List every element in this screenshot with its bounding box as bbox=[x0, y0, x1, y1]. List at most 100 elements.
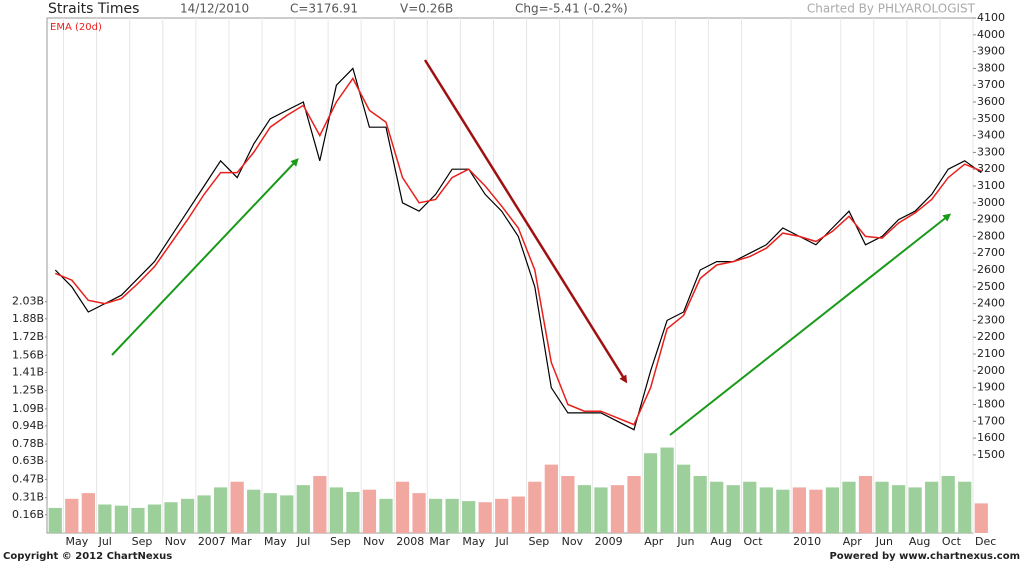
volume-bar bbox=[693, 476, 707, 533]
volume-bar bbox=[908, 487, 922, 533]
header-close: C=3176.91 bbox=[290, 2, 358, 16]
x-tick-label: 2010 bbox=[793, 535, 821, 548]
volume-bar bbox=[941, 476, 955, 533]
volume-bar bbox=[48, 507, 62, 533]
volume-bar bbox=[263, 493, 277, 533]
y-tick-label: 3200 bbox=[977, 162, 1005, 175]
volume-tick-label: 1.72B bbox=[12, 330, 44, 343]
volume-bar bbox=[379, 498, 393, 533]
chart-title: Straits Times bbox=[48, 1, 139, 17]
volume-bar bbox=[428, 498, 443, 533]
volume-bar bbox=[114, 505, 129, 533]
y-tick-label: 2900 bbox=[977, 213, 1005, 226]
volume-bar bbox=[495, 498, 509, 533]
y-tick-label: 4100 bbox=[977, 11, 1005, 24]
volume-bar bbox=[776, 489, 790, 533]
volume-bar bbox=[511, 496, 525, 533]
volume-bar bbox=[147, 504, 162, 533]
x-tick-label: Apr bbox=[644, 535, 664, 548]
volume-bar bbox=[792, 487, 806, 533]
volume-bar bbox=[98, 504, 112, 533]
volume-bar bbox=[329, 487, 343, 533]
y-tick-label: 3000 bbox=[977, 196, 1005, 209]
volume-bar bbox=[528, 481, 542, 533]
volume-tick-label: 0.31B bbox=[12, 491, 44, 504]
volume-bar bbox=[660, 447, 674, 533]
ema-line bbox=[55, 77, 982, 426]
x-tick-label: 2007 bbox=[198, 535, 226, 548]
y-tick-label: 2400 bbox=[977, 297, 1005, 310]
x-tick-label: 2009 bbox=[595, 535, 623, 548]
volume-bar bbox=[544, 464, 558, 533]
volume-bar bbox=[164, 502, 178, 533]
volume-tick-label: 0.16B bbox=[12, 508, 44, 521]
x-tick-label: Mar bbox=[231, 535, 252, 548]
volume-bar bbox=[643, 453, 658, 533]
up-arrow bbox=[111, 158, 299, 356]
x-tick-label: Jun bbox=[676, 535, 694, 548]
x-tick-label: Oct bbox=[744, 535, 764, 548]
y-tick-label: 3800 bbox=[977, 61, 1005, 74]
header-date: 14/12/2010 bbox=[180, 2, 249, 16]
volume-bar bbox=[65, 498, 79, 533]
volume-bar bbox=[197, 495, 211, 533]
y-tick-label: 2300 bbox=[977, 313, 1005, 326]
volume-bar bbox=[478, 502, 492, 533]
volume-bar bbox=[875, 481, 889, 533]
volume-bar bbox=[677, 464, 691, 533]
volume-bar bbox=[743, 481, 757, 533]
y-tick-label: 2700 bbox=[977, 246, 1005, 259]
x-tick-label: Apr bbox=[843, 535, 863, 548]
down-arrow bbox=[423, 59, 628, 384]
volume-bar bbox=[858, 476, 873, 533]
y-tick-label: 2600 bbox=[977, 263, 1005, 276]
y-tick-label: 1800 bbox=[977, 397, 1005, 410]
volume-tick-label: 1.88B bbox=[12, 312, 44, 325]
volume-bar bbox=[710, 481, 724, 533]
volume-bar bbox=[230, 481, 244, 533]
y-tick-label: 2100 bbox=[977, 347, 1005, 360]
volume-bar bbox=[842, 481, 856, 533]
x-tick-label: May bbox=[462, 535, 485, 548]
volume-bar bbox=[412, 493, 426, 533]
volume-bar bbox=[346, 491, 360, 533]
y-tick-label: 2000 bbox=[977, 364, 1005, 377]
x-tick-label: Jul bbox=[98, 535, 112, 548]
volume-bar bbox=[925, 481, 939, 533]
volume-tick-label: 1.09B bbox=[12, 402, 44, 415]
x-tick-label: May bbox=[264, 535, 287, 548]
lines bbox=[54, 67, 982, 431]
volume-bar bbox=[445, 498, 459, 533]
volume-bar bbox=[891, 485, 906, 533]
volume-bar bbox=[577, 485, 592, 533]
volume-tick-label: 0.78B bbox=[12, 437, 44, 450]
x-tick-label: Sep bbox=[132, 535, 153, 548]
volume-bar bbox=[362, 489, 377, 533]
volume-bar bbox=[247, 489, 261, 533]
volume-bar bbox=[81, 493, 95, 533]
footer-left: Copyright © 2012 ChartNexus bbox=[3, 551, 172, 562]
volume-bar bbox=[462, 501, 476, 533]
volume-bar bbox=[395, 481, 410, 533]
y-tick-label: 1700 bbox=[977, 414, 1005, 427]
y-tick-label: 3500 bbox=[977, 112, 1005, 125]
header-change: Chg=-5.41 (-0.2%) bbox=[515, 2, 628, 16]
volume-bar bbox=[958, 481, 972, 533]
y-tick-label: 1600 bbox=[977, 431, 1005, 444]
volume-bar bbox=[180, 498, 195, 533]
x-tick-label: Sep bbox=[330, 535, 351, 548]
y-tick-label: 1500 bbox=[977, 448, 1005, 461]
volume-bar bbox=[561, 476, 575, 533]
volume-bar bbox=[974, 503, 988, 533]
x-tick-label: Mar bbox=[429, 535, 450, 548]
y-tick-label: 3400 bbox=[977, 129, 1005, 142]
y-tick-label: 3300 bbox=[977, 145, 1005, 158]
volume-tick-label: 1.41B bbox=[12, 365, 44, 378]
volume-bar bbox=[214, 487, 228, 533]
x-tick-label: Sep bbox=[529, 535, 550, 548]
x-tick-label: Nov bbox=[363, 535, 385, 548]
volume-bar bbox=[809, 489, 823, 533]
volume-bar bbox=[280, 495, 294, 533]
